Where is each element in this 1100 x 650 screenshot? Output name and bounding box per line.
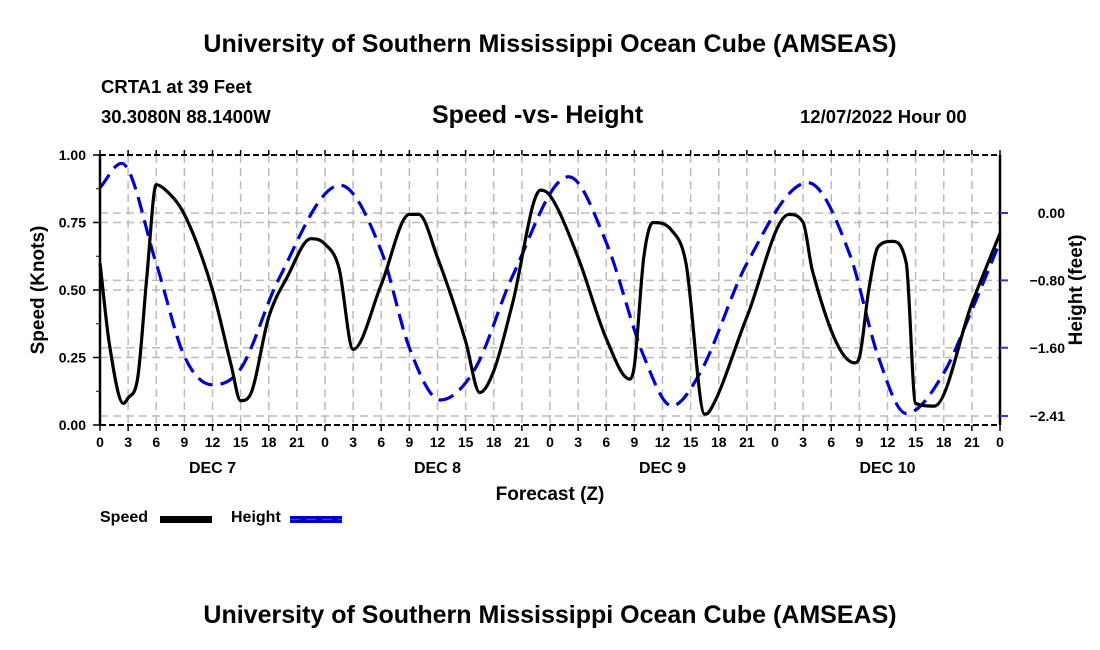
x-tick-label: 0 — [96, 434, 104, 450]
y-tick-label: 1.00 — [59, 147, 86, 163]
x-tick-label: 21 — [289, 434, 305, 450]
x-tick-label: 18 — [936, 434, 952, 450]
y-axis-title: Speed (Knots) — [28, 226, 49, 355]
x-tick-label: 18 — [261, 434, 277, 450]
grid-lines — [100, 155, 1000, 425]
x-tick-label: 12 — [655, 434, 671, 450]
day-label: DEC 10 — [859, 460, 915, 477]
legend-speed-swatch — [160, 516, 212, 523]
x-tick-label: 9 — [630, 434, 638, 450]
datestamp-label: 12/07/2022 Hour 00 — [800, 106, 967, 127]
x-tick-label: 0 — [546, 434, 554, 450]
x-tick-label: 3 — [799, 434, 807, 450]
series-layer — [98, 161, 1002, 416]
x-tick-label: 12 — [430, 434, 446, 450]
y2-tick-label: −0.80 — [1030, 272, 1066, 288]
x-tick-label: 9 — [180, 434, 188, 450]
x-tick-label: 0 — [321, 434, 329, 450]
main-title: University of Southern Mississippi Ocean… — [203, 30, 897, 58]
x-axis-title: Forecast (Z) — [496, 484, 605, 505]
x-tick-label: 12 — [205, 434, 221, 450]
x-tick-label: 6 — [602, 434, 610, 450]
y2-tick-label: 0.00 — [1038, 205, 1065, 221]
y2-tick-label: −2.41 — [1030, 408, 1066, 424]
x-tick-label: 21 — [739, 434, 755, 450]
footer-title: University of Southern Mississippi Ocean… — [203, 601, 897, 629]
x-tick-label: 18 — [486, 434, 502, 450]
x-tick-label: 21 — [514, 434, 530, 450]
station-label: CRTA1 at 39 Feet — [101, 76, 252, 97]
x-tick-label: 3 — [574, 434, 582, 450]
x-tick-label: 9 — [405, 434, 413, 450]
x-tick-label: 21 — [964, 434, 980, 450]
x-tick-label: 15 — [683, 434, 699, 450]
series-line-speed — [98, 183, 1002, 416]
tick-labels-layer: 0.00 0.25 0.50 0.75 1.00 0.00 −0.80 −1.60 −2.41 0… — [59, 147, 1065, 477]
legend-height-label: Height — [231, 509, 281, 526]
day-label: DEC 9 — [639, 460, 686, 477]
x-tick-label: 15 — [908, 434, 924, 450]
y-tick-label: 0.75 — [59, 215, 86, 231]
legend — [160, 516, 342, 523]
x-tick-label: 12 — [880, 434, 896, 450]
y-tick-label: 0.25 — [59, 350, 86, 366]
chart-title: Speed -vs- Height — [432, 101, 644, 129]
x-tick-label: 0 — [771, 434, 779, 450]
axes-layer — [93, 150, 1008, 431]
coordinates-label: 30.3080N 88.1400W — [101, 106, 271, 127]
series-line-height — [98, 161, 1002, 416]
y2-axis-title: Height (feet) — [1066, 235, 1087, 346]
x-tick-label: 18 — [711, 434, 727, 450]
x-tick-label: 6 — [377, 434, 385, 450]
x-tick-label: 3 — [349, 434, 357, 450]
x-tick-label: 9 — [855, 434, 863, 450]
x-tick-label: 0 — [996, 434, 1004, 450]
x-tick-label: 15 — [233, 434, 249, 450]
x-tick-label: 6 — [827, 434, 835, 450]
y-tick-label: 0.50 — [59, 282, 86, 298]
x-tick-label: 6 — [152, 434, 160, 450]
x-tick-label: 15 — [458, 434, 474, 450]
y-tick-label: 0.00 — [59, 417, 86, 433]
day-label: DEC 7 — [189, 460, 236, 477]
day-label: DEC 8 — [414, 460, 461, 477]
legend-speed-label: Speed — [100, 509, 149, 526]
y2-tick-label: −1.60 — [1030, 340, 1066, 356]
x-tick-label: 3 — [124, 434, 132, 450]
